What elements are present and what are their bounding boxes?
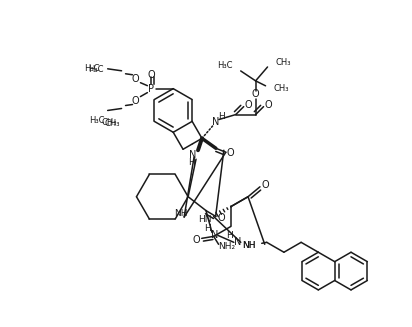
Text: H₃C: H₃C xyxy=(89,116,105,125)
Text: CH₃: CH₃ xyxy=(276,58,291,66)
Text: H₃C: H₃C xyxy=(217,61,233,71)
Text: P: P xyxy=(148,84,154,94)
Text: H: H xyxy=(205,224,211,233)
Text: NH₂: NH₂ xyxy=(219,242,236,251)
Text: O: O xyxy=(132,95,139,106)
Text: H₃C: H₃C xyxy=(88,65,104,74)
Text: CH₃: CH₃ xyxy=(105,109,120,128)
Text: O: O xyxy=(252,89,260,99)
Text: O: O xyxy=(217,213,225,223)
Text: O: O xyxy=(261,180,269,190)
Text: H: H xyxy=(218,112,225,121)
Text: N: N xyxy=(234,237,241,247)
Text: CH₃: CH₃ xyxy=(102,118,117,127)
Text: O: O xyxy=(193,235,201,245)
Text: N: N xyxy=(211,231,219,240)
Text: H₃C: H₃C xyxy=(84,64,100,73)
Text: O: O xyxy=(265,100,272,110)
Text: NH: NH xyxy=(242,241,256,250)
Text: N: N xyxy=(212,116,220,127)
Text: H: H xyxy=(188,158,194,167)
Text: O: O xyxy=(245,100,253,110)
Text: NH: NH xyxy=(174,209,188,217)
Text: NH: NH xyxy=(242,241,256,250)
Text: CH₃: CH₃ xyxy=(274,84,289,93)
Text: O: O xyxy=(147,70,155,80)
Text: O: O xyxy=(132,74,139,84)
Text: N: N xyxy=(190,150,197,160)
Text: H: H xyxy=(227,231,233,240)
Text: HN: HN xyxy=(198,215,212,224)
Text: O: O xyxy=(227,148,234,158)
